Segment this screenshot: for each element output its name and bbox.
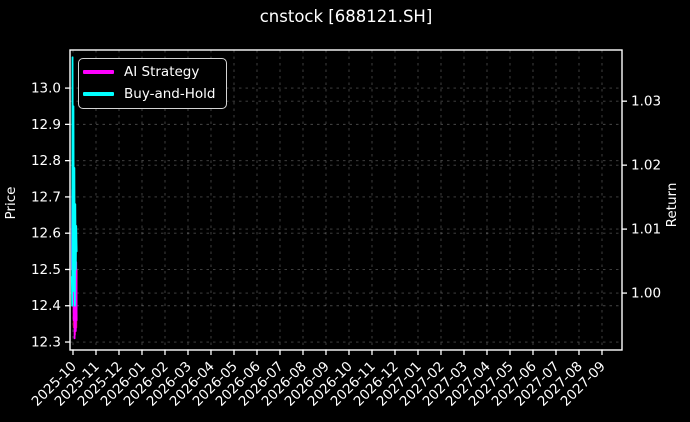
buy-and-hold-line-swatch — [83, 92, 114, 96]
y-tick-label-right: 1.03 — [631, 94, 661, 110]
plot-area-border — [69, 49, 623, 351]
y-tick-label-left: 12.7 — [31, 189, 61, 205]
y-tick-label-left: 12.9 — [31, 117, 61, 133]
buy-and-hold-line — [70, 56, 78, 307]
series-lines — [70, 56, 78, 340]
legend-item-buy-and-hold: Buy-and-Hold — [83, 84, 215, 104]
legend-item-ai-strategy: AI Strategy — [83, 62, 215, 82]
axis-ticks — [65, 87, 627, 355]
y-tick-label-left: 12.6 — [31, 226, 61, 242]
y-tick-label-left: 12.8 — [31, 153, 61, 169]
legend: AI Strategy Buy-and-Hold — [78, 58, 228, 109]
y-tick-label-left: 13.0 — [31, 81, 61, 97]
y-tick-label-left: 12.4 — [31, 298, 61, 314]
y-tick-label-left: 12.5 — [31, 262, 61, 278]
price-axis-label: Price — [3, 187, 19, 220]
y-tick-label-right: 1.00 — [631, 286, 661, 302]
legend-label-buy-and-hold: Buy-and-Hold — [124, 86, 216, 102]
y-tick-label-right: 1.01 — [631, 222, 661, 238]
y-tick-label-right: 1.02 — [631, 158, 661, 174]
legend-label-ai-strategy: AI Strategy — [124, 64, 200, 80]
return-axis-label: Return — [664, 183, 680, 228]
ai-strategy-line-swatch — [83, 70, 114, 74]
chart-title: cnstock [688121.SH] — [259, 7, 433, 26]
y-tick-label-left: 12.3 — [31, 335, 61, 351]
tick-labels: 2025-102025-112025-122026-012026-022026-… — [29, 81, 661, 410]
